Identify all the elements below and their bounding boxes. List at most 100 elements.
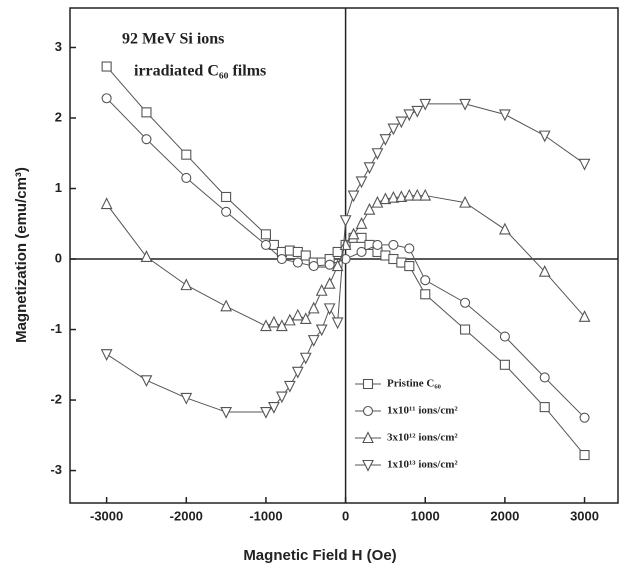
data-point <box>292 257 303 268</box>
data-point <box>404 243 415 254</box>
data-point <box>260 319 272 332</box>
data-point <box>220 299 233 312</box>
data-point <box>538 130 551 143</box>
data-point <box>101 61 112 72</box>
data-point <box>283 380 296 393</box>
legend-marker <box>362 405 374 417</box>
data-point <box>221 206 232 217</box>
data-point <box>395 190 408 203</box>
data-point <box>299 352 312 365</box>
data-point <box>291 366 304 379</box>
legend-label: 1x10¹³ ions/cm² <box>387 459 458 471</box>
x-tick-label: 3000 <box>570 508 599 523</box>
data-point <box>395 116 408 129</box>
data-point <box>539 402 550 413</box>
data-point <box>260 229 271 240</box>
data-point <box>356 246 367 258</box>
data-point <box>181 172 192 183</box>
data-point <box>100 349 113 361</box>
data-point <box>419 98 432 111</box>
data-point <box>347 227 360 240</box>
data-point <box>539 372 550 383</box>
data-point <box>363 162 376 175</box>
data-point <box>420 275 431 286</box>
y-tick-label: -1 <box>50 321 62 336</box>
data-point <box>460 324 471 335</box>
data-point <box>499 109 511 122</box>
data-point <box>332 246 343 258</box>
x-axis-label: Magnetic Field H (Oe) <box>243 547 396 564</box>
data-point <box>181 149 192 160</box>
data-point <box>499 359 510 370</box>
data-point <box>323 276 336 289</box>
legend-marker <box>362 431 374 444</box>
x-tick-label: -2000 <box>170 508 203 523</box>
y-tick-label: 0 <box>55 250 62 265</box>
data-point <box>499 331 510 342</box>
data-point <box>459 98 471 111</box>
data-point <box>276 253 287 265</box>
data-point <box>371 195 384 208</box>
annotation: 92 MeV Si ions <box>122 31 224 48</box>
y-tick-label: 1 <box>55 180 62 195</box>
data-point <box>371 148 384 160</box>
data-point <box>499 222 511 235</box>
data-point <box>140 375 153 388</box>
data-point <box>460 297 471 308</box>
data-point <box>260 406 272 419</box>
data-point <box>268 315 280 328</box>
data-point <box>307 335 320 347</box>
data-point <box>260 239 271 250</box>
data-point <box>372 239 383 250</box>
data-point <box>419 188 432 201</box>
data-point <box>324 259 335 270</box>
data-point <box>331 317 344 330</box>
x-tick-label: -3000 <box>90 508 123 523</box>
data-point <box>275 391 288 404</box>
data-point <box>339 215 352 227</box>
data-point <box>363 202 376 215</box>
data-point <box>355 176 368 189</box>
data-point <box>411 105 424 118</box>
data-point <box>291 308 304 321</box>
x-tick-label: 1000 <box>411 508 440 523</box>
data-point <box>331 259 344 272</box>
legend-label: Pristine C₆₀ <box>387 378 442 390</box>
legend-label: 3x10¹² ions/cm² <box>387 432 458 444</box>
data-point <box>579 412 590 423</box>
data-point <box>180 278 193 291</box>
data-point <box>221 191 232 203</box>
data-point <box>347 190 360 203</box>
annotation: irradiated C₆₀ films <box>134 63 266 80</box>
data-point <box>308 261 319 272</box>
data-point <box>268 402 280 414</box>
data-point <box>578 310 591 322</box>
data-point <box>379 134 392 146</box>
data-point <box>579 450 590 461</box>
data-point <box>315 284 328 296</box>
data-point <box>379 192 392 205</box>
data-point <box>141 134 152 145</box>
y-axis-label: Magnetization (emu/cm³) <box>13 167 30 343</box>
x-tick-label: 0 <box>342 508 349 523</box>
data-point <box>315 324 328 337</box>
legend-label: 1x10¹¹ ions/cm² <box>387 405 458 417</box>
data-point <box>538 264 551 277</box>
x-tick-label: -1000 <box>249 508 282 523</box>
data-point <box>578 158 591 171</box>
y-tick-label: -2 <box>50 391 62 406</box>
y-tick-label: -3 <box>50 462 62 477</box>
y-tick-label: 2 <box>55 109 62 124</box>
data-point <box>307 301 320 314</box>
data-point <box>220 406 233 419</box>
data-point <box>299 312 312 325</box>
plot-frame <box>69 7 619 504</box>
data-point <box>140 250 153 262</box>
data-point <box>403 109 416 122</box>
data-point <box>355 217 368 229</box>
data-point <box>100 197 113 210</box>
data-point <box>404 261 415 272</box>
data-point <box>403 188 416 201</box>
data-point <box>388 239 399 250</box>
